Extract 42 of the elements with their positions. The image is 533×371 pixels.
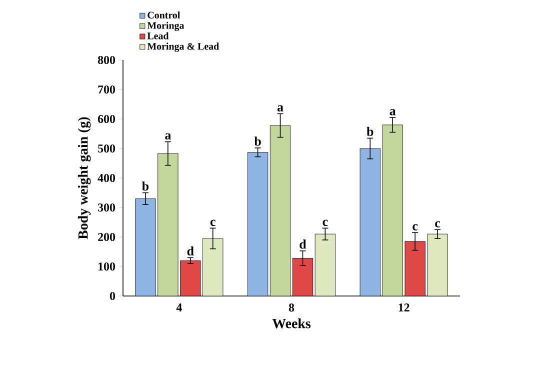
bar xyxy=(382,124,403,296)
y-axis-title: Body weight gain (g) xyxy=(78,117,91,240)
y-tick-label: 200 xyxy=(98,232,116,242)
annotation: b xyxy=(366,126,374,136)
bar xyxy=(314,234,336,296)
annotation: a xyxy=(390,109,396,116)
y-tick-label: 400 xyxy=(98,174,116,182)
bar xyxy=(202,238,224,296)
bar xyxy=(158,153,178,296)
annotation: c xyxy=(322,220,328,226)
bar xyxy=(180,260,201,296)
legend-label: Moringa xyxy=(147,22,184,32)
annotation: c xyxy=(210,220,216,226)
y-tick-label: 100 xyxy=(98,262,116,271)
bar xyxy=(247,152,268,296)
legend-label: Moringa & Lead xyxy=(147,42,219,52)
bar xyxy=(404,241,426,296)
x-tick-label: 8 xyxy=(288,304,294,312)
bar xyxy=(427,234,448,296)
annotation: d xyxy=(187,246,194,256)
y-tick-label: 700 xyxy=(98,85,116,94)
bar xyxy=(135,198,156,296)
bar xyxy=(360,148,380,296)
x-tick-label: 4 xyxy=(176,304,182,312)
y-tick-label: 500 xyxy=(98,144,116,153)
annotation: b xyxy=(254,136,261,146)
annotation: a xyxy=(165,133,171,140)
bar xyxy=(292,258,314,296)
bar xyxy=(270,125,291,296)
y-tick-label: 300 xyxy=(98,203,116,212)
y-tick-label: 0 xyxy=(110,292,116,300)
legend-label: Control xyxy=(148,11,180,18)
annotation: a xyxy=(277,105,284,112)
x-axis-title: Weeks xyxy=(272,318,311,328)
x-tick-label: 12 xyxy=(398,304,410,312)
annotation: c xyxy=(412,224,418,230)
y-tick-label: 600 xyxy=(98,114,116,124)
annotation: b xyxy=(142,181,149,191)
y-tick-label: 800 xyxy=(98,56,116,64)
annotation: c xyxy=(435,221,440,228)
legend-label: Lead xyxy=(147,32,169,40)
annotation: d xyxy=(300,240,306,249)
